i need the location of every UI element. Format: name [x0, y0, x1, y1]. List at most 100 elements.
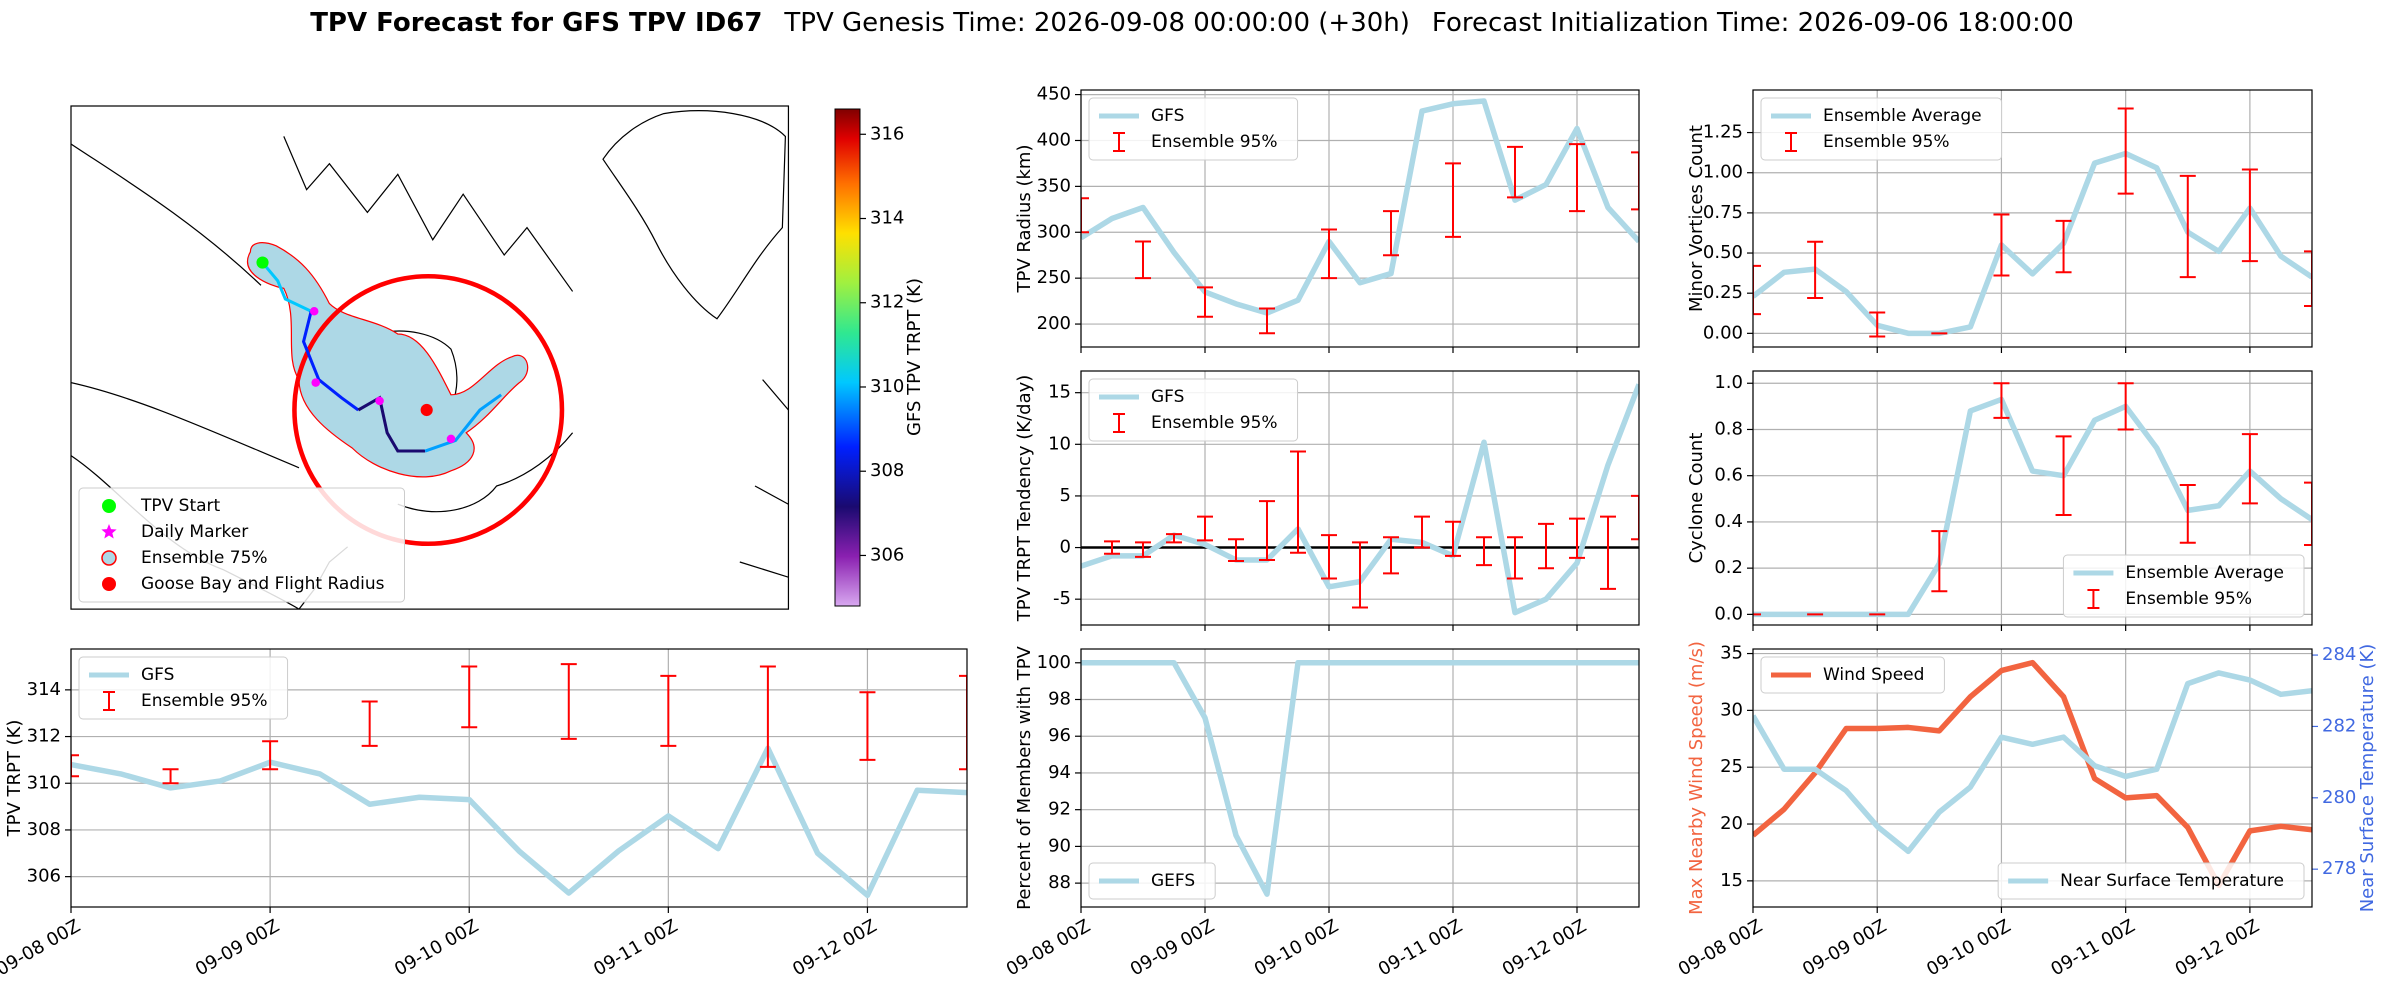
errorbar: [1228, 538, 1244, 562]
legend-errorbar: [2087, 589, 2100, 609]
legend: GFS Ensemble 95%: [78, 656, 289, 720]
y-axis-label: Max Nearby Wind Speed (m/s): [1686, 641, 1707, 915]
coast: [71, 143, 262, 286]
legend: GFS Ensemble 95%: [1088, 378, 1299, 442]
daily-marker: [446, 434, 456, 444]
errorbar: [1993, 213, 2010, 277]
y-tick-label: 94: [1048, 762, 1071, 783]
map-frame: [70, 105, 790, 610]
y-axis-label: TPV TRPT Tendency (K/day): [1014, 375, 1035, 623]
y2-tick-label: 284: [2322, 644, 2356, 665]
y-tick-label: 1.25: [1703, 122, 1743, 143]
x-tick-label: 09-08 00Z: [1003, 915, 1094, 980]
y-tick-label: 308: [27, 819, 61, 840]
y-tick-label: -5: [1053, 588, 1071, 609]
legend: GFS Ensemble 95%: [1088, 97, 1299, 161]
y-axis-label: TPV TRPT (K): [4, 720, 25, 838]
goose-bay: [420, 403, 433, 417]
y-tick-label: 10: [1048, 433, 1071, 454]
errorbar: [1569, 517, 1585, 559]
errorbar: [959, 674, 967, 771]
legend-box: [1088, 97, 1299, 161]
y-tick-label: 90: [1048, 835, 1071, 856]
line: [1753, 150, 2312, 337]
axes-frame: [70, 648, 968, 908]
y-axis-label: Minor Vortices Count: [1686, 125, 1707, 312]
y-tick-label: 0.00: [1703, 322, 1743, 343]
x-tick-label: 09-10 00Z: [1251, 915, 1342, 980]
y-tick-label: 0.6: [1714, 465, 1743, 486]
y-axis-label: Cyclone Count: [1686, 433, 1707, 564]
y-tick-label: 25: [1720, 756, 1743, 777]
flight-radius: [292, 273, 565, 547]
errorbar: [2055, 435, 2072, 516]
colorbar-tick-label: 316: [870, 123, 904, 144]
y2-tick-label: 278: [2322, 858, 2356, 879]
colorbar-tick-label: 314: [870, 208, 904, 229]
errorbar: [2304, 250, 2312, 308]
legend-marker: [101, 524, 117, 539]
errorbar: [2241, 433, 2258, 505]
x-tick-label: 09-12 00Z: [2172, 915, 2263, 980]
y-tick-label: 96: [1048, 725, 1071, 746]
legend-box: [1088, 378, 1299, 442]
track: [357, 395, 426, 453]
y-tick-label: 350: [1037, 175, 1071, 196]
y-tick-label: 5: [1060, 485, 1071, 506]
track: [261, 261, 312, 313]
plot-content: [1753, 382, 2312, 618]
x-tick-label: 09-11 00Z: [1375, 915, 1466, 980]
y-tick-label: 300: [1037, 221, 1071, 242]
y-tick-label: 0: [1060, 537, 1071, 558]
legend-label: TPV Start: [140, 496, 221, 516]
axes-frame: [1080, 648, 1640, 908]
errorbar: [1507, 145, 1523, 199]
legend-label: Ensemble 75%: [141, 548, 268, 568]
y-tick-label: 1.00: [1703, 162, 1743, 183]
plot-content: [1081, 98, 1639, 335]
errorbar: [1600, 515, 1616, 590]
y-tick-label: 0.2: [1714, 557, 1743, 578]
legend-label: Goose Bay and Flight Radius: [141, 574, 385, 594]
y-axis-label: TPV Radius (km): [1014, 145, 1035, 294]
legend-box: [1088, 862, 1216, 900]
legend-label: Ensemble 95%: [1823, 132, 1950, 152]
errorbar: [1445, 162, 1461, 238]
errorbar: [1081, 197, 1089, 234]
legend-box: [78, 656, 289, 720]
legend-marker: [102, 499, 116, 513]
legend-box: [78, 487, 405, 603]
x-tick-label: 09-12 00Z: [1499, 915, 1590, 980]
errorbar: [1993, 382, 2010, 419]
y-tick-label: 0.25: [1703, 282, 1743, 303]
errorbar: [461, 665, 478, 729]
y-tick-label: 35: [1720, 643, 1743, 664]
track: [424, 393, 503, 453]
errorbar: [262, 740, 279, 771]
legend-label: GFS: [1151, 387, 1184, 407]
y-tick-label: 0.50: [1703, 242, 1743, 263]
axes-frame: [1080, 89, 1640, 348]
y-tick-label: 0.4: [1714, 511, 1743, 532]
errorbar: [1507, 536, 1523, 580]
errorbar: [361, 700, 378, 747]
legend: Ensemble Average Ensemble 95%: [2062, 554, 2305, 618]
title-genesis: TPV Genesis Time: 2026-09-08 00:00:00 (+…: [783, 8, 1410, 38]
legend: Wind Speed: [1760, 656, 1945, 694]
legend-label: Ensemble 95%: [1151, 132, 1278, 152]
plot-content: [1753, 107, 2312, 338]
y-tick-label: 310: [27, 772, 61, 793]
errorbar: [2241, 168, 2258, 263]
daily-marker: [309, 306, 319, 316]
x-tick-label: 09-09 00Z: [192, 915, 283, 980]
legend-errorbar: [1785, 132, 1797, 152]
coast: [283, 136, 574, 292]
daily-marker: [375, 396, 384, 406]
colorbar-label: GFS TPV TRPT (K): [904, 278, 925, 436]
plot-content: [1081, 383, 1639, 616]
errorbar: [1197, 286, 1213, 318]
errorbar: [1414, 515, 1430, 549]
errorbar: [162, 768, 179, 785]
y-tick-label: 200: [1037, 313, 1071, 334]
